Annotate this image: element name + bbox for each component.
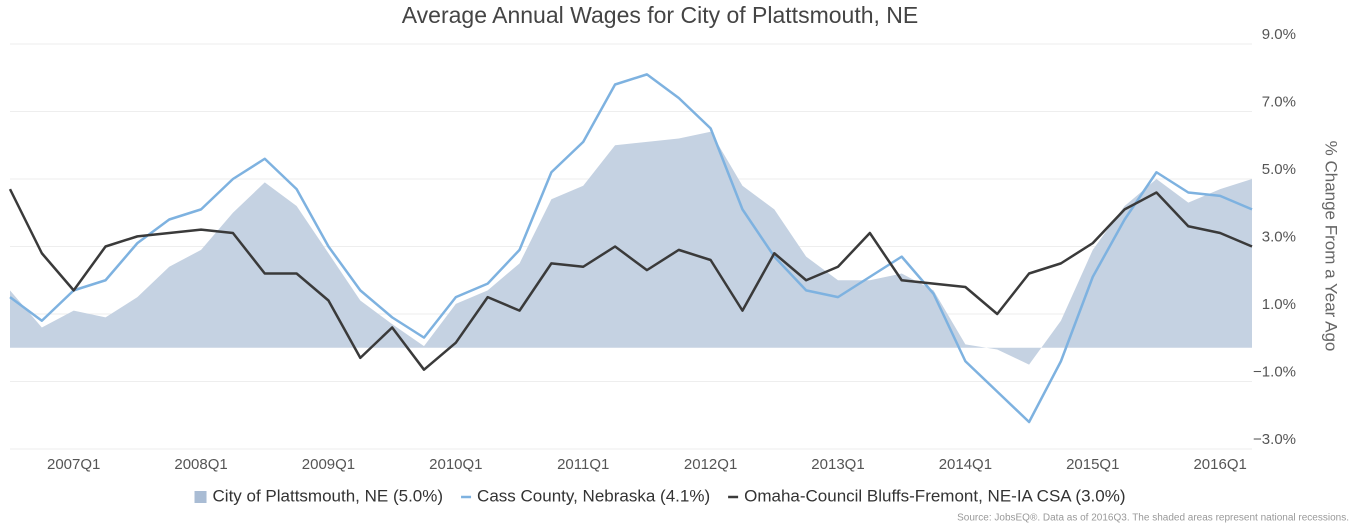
chart-title: Average Annual Wages for City of Plattsm… <box>402 2 918 28</box>
y-tick-label: 9.0% <box>1262 26 1296 43</box>
source-note: Source: JobsEQ®. Data as of 2016Q3. The … <box>957 513 1349 524</box>
legend-swatch <box>194 491 207 503</box>
y-tick-label: 1.0% <box>1262 296 1296 313</box>
x-tick-label: 2016Q1 <box>1193 456 1246 473</box>
y-tick-label: 5.0% <box>1262 161 1296 178</box>
x-tick-label: 2010Q1 <box>429 456 482 473</box>
legend-label: Omaha-Council Bluffs-Fremont, NE-IA CSA … <box>744 486 1125 505</box>
legend: City of Plattsmouth, NE (5.0%) Cass Count… <box>194 486 1125 505</box>
x-tick-label: 2012Q1 <box>684 456 737 473</box>
legend-label: Cass County, Nebraska (4.1%) <box>477 486 710 505</box>
y-tick-label: −3.0% <box>1253 431 1296 448</box>
area <box>10 131 1252 365</box>
x-tick-label: 2007Q1 <box>47 456 100 473</box>
y-tick-label: 3.0% <box>1262 228 1296 245</box>
x-tick-label: 2011Q1 <box>557 456 609 473</box>
x-tick-label: 2008Q1 <box>174 456 227 473</box>
x-tick-label: 2009Q1 <box>302 456 355 473</box>
line <box>9 73 1253 424</box>
legend-label: City of Plattsmouth, NE (5.0%) <box>213 486 444 505</box>
x-tick-label: 2014Q1 <box>939 456 992 473</box>
x-tick-label: 2015Q1 <box>1066 456 1119 473</box>
y-tick-label: 7.0% <box>1262 93 1296 110</box>
x-tick-label: 2013Q1 <box>811 456 864 473</box>
line <box>8 188 1253 371</box>
y-tick-label: −1.0% <box>1253 363 1296 380</box>
y-axis-label: % Change From a Year Ago <box>1322 141 1341 352</box>
